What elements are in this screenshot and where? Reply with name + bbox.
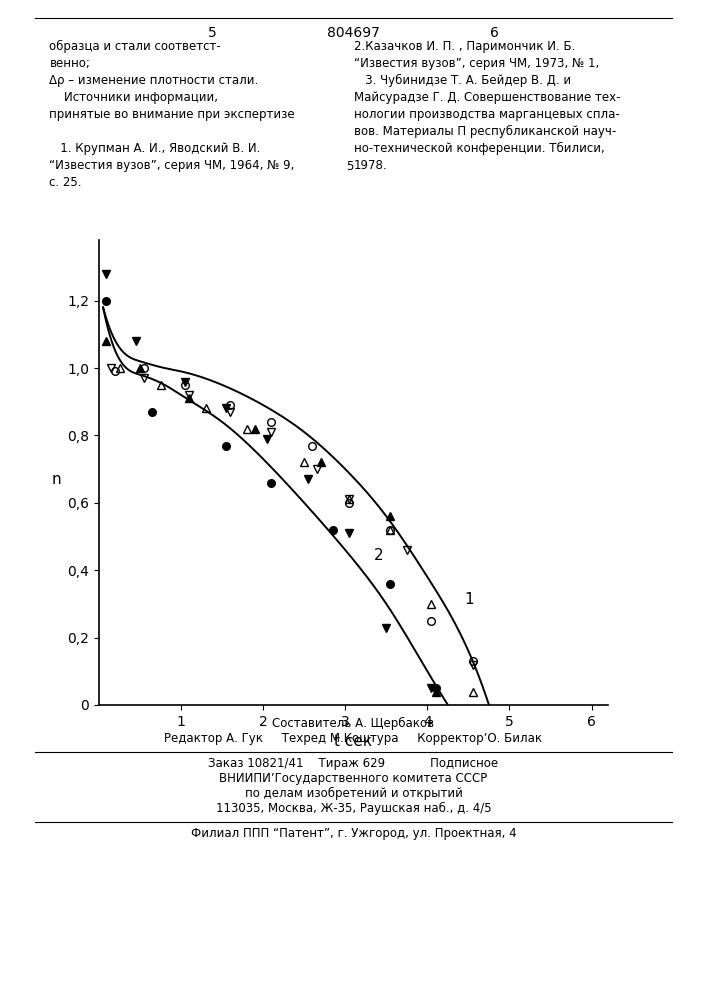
Text: 5: 5 bbox=[208, 26, 216, 40]
Text: 5: 5 bbox=[346, 160, 354, 173]
Y-axis label: n: n bbox=[52, 473, 61, 488]
Text: 6: 6 bbox=[491, 26, 499, 40]
Text: 804697: 804697 bbox=[327, 26, 380, 40]
Text: 2: 2 bbox=[374, 548, 384, 563]
Text: Заказ 10821/41    Тираж 629            Подписное: Заказ 10821/41 Тираж 629 Подписное bbox=[209, 757, 498, 770]
Text: Филиал ППП “Патент”, г. Ужгород, ул. Проектная, 4: Филиал ППП “Патент”, г. Ужгород, ул. Про… bbox=[191, 827, 516, 840]
Text: 113035, Москва, Ж-35, Раушская наб., д. 4/5: 113035, Москва, Ж-35, Раушская наб., д. … bbox=[216, 802, 491, 815]
Text: 2.Казачков И. П. , Паримончик И. Б.
“Известия вузов”, серия ЧМ, 1973, № 1,
   3.: 2.Казачков И. П. , Паримончик И. Б. “Изв… bbox=[354, 40, 620, 172]
Text: по делам изобретений и открытий: по делам изобретений и открытий bbox=[245, 787, 462, 800]
Text: образца и стали соответст-
венно;
Δρ – изменение плотности стали.
    Источники : образца и стали соответст- венно; Δρ – и… bbox=[49, 40, 295, 189]
Text: Составитель А. Щербаков: Составитель А. Щербаков bbox=[272, 717, 435, 730]
X-axis label: t сек: t сек bbox=[334, 734, 373, 749]
Text: ВНИИПИʼГосударственного комитета СССР: ВНИИПИʼГосударственного комитета СССР bbox=[219, 772, 488, 785]
Text: Редактор А. Гук     Техред М.Коштура     КорректорʼО. Билак: Редактор А. Гук Техред М.Коштура Коррект… bbox=[165, 732, 542, 745]
Text: 1: 1 bbox=[464, 592, 474, 607]
